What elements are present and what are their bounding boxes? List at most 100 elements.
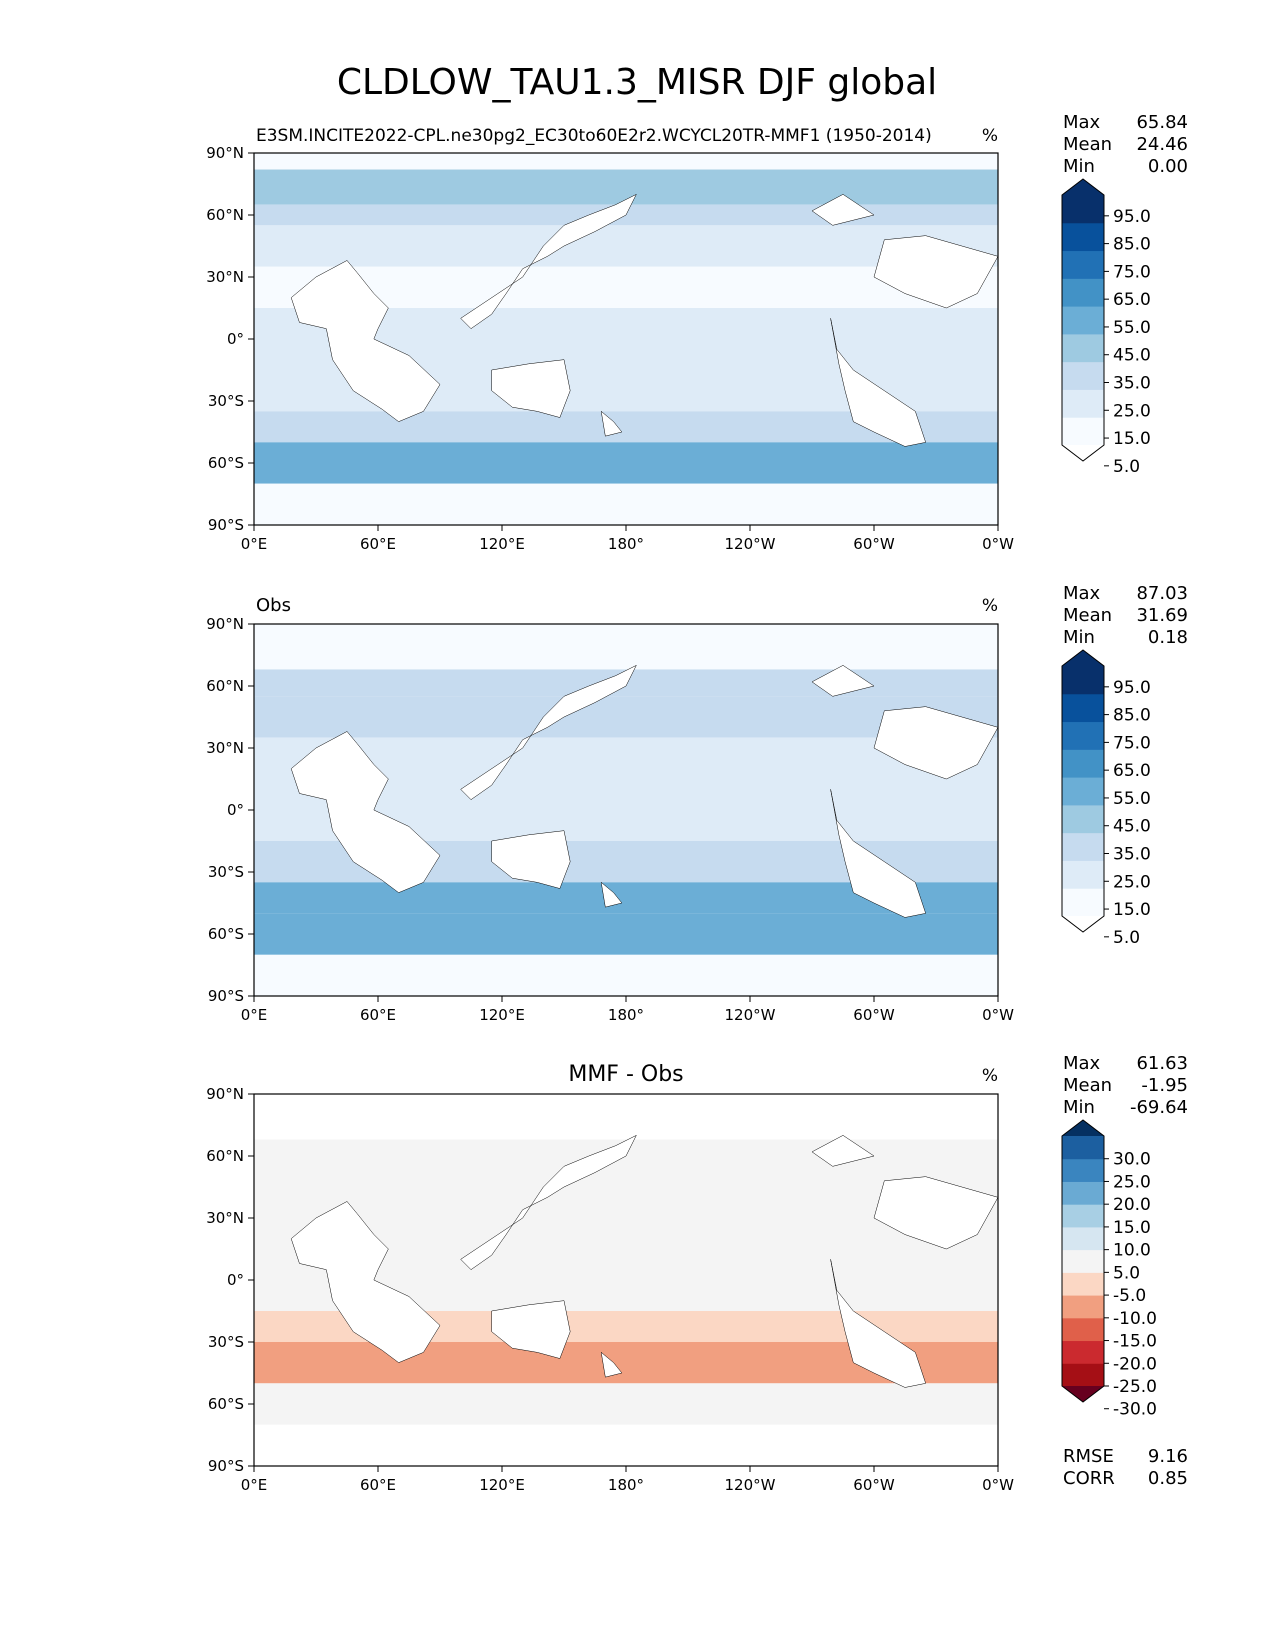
land-outline (291, 260, 440, 421)
x-tick-label: 0°E (241, 1006, 268, 1024)
y-ticks-difference: 90°N 60°N 30°N 0° 30°S 60°S 90°S (206, 1085, 254, 1475)
colorbar-segment (1062, 1181, 1104, 1205)
y-tick-label: 60°S (208, 454, 244, 472)
stat-value: 61.63 (1136, 1053, 1188, 1074)
colorbar-segment (1062, 1363, 1104, 1387)
x-tick-label: 180° (608, 1476, 644, 1494)
x-tick-label: 0°E (241, 535, 268, 553)
colorbar-segment (1062, 222, 1104, 252)
colorbar-tick-label: 25.0 (1113, 401, 1151, 421)
colorbar-tick-label: 25.0 (1113, 1172, 1151, 1192)
field-band (254, 1383, 998, 1425)
y-ticks-test: 90°N 60°N 30°N 0° 30°S 60°S 90°S (206, 144, 254, 534)
panel-units-label: % (982, 596, 998, 616)
colorbar-outline (1061, 649, 1105, 933)
land-outline (812, 1135, 874, 1166)
stat-label: Max (1063, 583, 1101, 604)
x-tick-label: 0°W (982, 535, 1014, 553)
colorbar-tick-label: -20.0 (1113, 1354, 1157, 1374)
y-tick-label: 60°S (208, 1395, 244, 1413)
colorbar-tick-label: 5.0 (1113, 457, 1140, 477)
land-outline (461, 194, 637, 328)
stats-difference: Max 61.63 Mean -1.95 Min -69.64 (1063, 1053, 1188, 1118)
colorbar-tick-label: -25.0 (1113, 1377, 1157, 1397)
stat-value: -1.95 (1141, 1075, 1188, 1096)
colorbar-tick-label: 85.0 (1113, 706, 1151, 726)
colorbar-segment (1062, 693, 1104, 723)
colorbar-segment (1062, 1226, 1104, 1251)
summary-value: 0.85 (1148, 1468, 1188, 1489)
y-tick-label: 30°N (206, 1209, 244, 1227)
colorbar-tick-label: 55.0 (1113, 318, 1151, 338)
colorbar-segment (1062, 860, 1104, 889)
x-tick-label: 0°W (982, 1006, 1014, 1024)
colorbar-tick-label: 45.0 (1113, 817, 1151, 837)
y-tick-label: 90°N (206, 615, 244, 633)
colorbar-tick-label: 75.0 (1113, 262, 1151, 282)
x-ticks-test: 0°E 60°E 120°E 180° 120°W 60°W 0°W (241, 525, 1014, 553)
y-tick-label: 30°S (208, 1333, 244, 1351)
land-outline (492, 831, 571, 889)
x-ticks-difference: 0°E 60°E 120°E 180° 120°W 60°W 0°W (241, 1466, 1014, 1494)
colorbar-tick-label: 35.0 (1113, 374, 1151, 394)
y-tick-label: 30°N (206, 739, 244, 757)
colorbar-tick-label: 25.0 (1113, 872, 1151, 892)
colorbar-over-arrow (1062, 1120, 1104, 1136)
y-tick-label: 90°N (206, 1085, 244, 1103)
x-tick-label: 0°W (982, 1476, 1014, 1494)
colorbar-tick-label: 30.0 (1113, 1150, 1151, 1170)
colorbar-tick-label: -5.0 (1113, 1286, 1146, 1306)
x-tick-label: 120°W (725, 1476, 776, 1494)
panel-units-label: % (982, 1066, 998, 1086)
colorbar-segment (1062, 721, 1104, 750)
summary-stats: RMSE 9.16 CORR 0.85 (1063, 1446, 1188, 1489)
colorbar-segment (1062, 1295, 1104, 1319)
land-outline (291, 731, 440, 892)
x-tick-label: 60°E (360, 1006, 396, 1024)
field-band (254, 225, 998, 267)
x-tick-label: 120°W (725, 535, 776, 553)
colorbar-tick-label: -30.0 (1113, 1400, 1157, 1420)
x-tick-label: 120°E (479, 1006, 525, 1024)
colorbar-segment (1062, 306, 1104, 335)
stat-label: Max (1063, 1053, 1101, 1074)
stat-label: Mean (1063, 1075, 1112, 1096)
y-tick-label: 90°S (208, 1457, 244, 1475)
colorbar-segment (1062, 666, 1104, 695)
land-outline (492, 1301, 571, 1359)
colorbar-segment (1062, 1317, 1104, 1342)
panel-test: E3SM.INCITE2022-CPL.ne30pg2_EC30to60E2r2… (206, 112, 1188, 553)
colorbar-tick-label: 5.0 (1113, 928, 1140, 948)
stat-value: -69.64 (1130, 1097, 1188, 1118)
stats-reference: Max 87.03 Mean 31.69 Min 0.18 (1063, 583, 1188, 648)
y-tick-label: 0° (227, 1271, 244, 1289)
y-tick-label: 60°S (208, 925, 244, 943)
stat-label: Max (1063, 112, 1101, 133)
panel-title: MMF - Obs (568, 1062, 683, 1087)
y-tick-label: 30°N (206, 268, 244, 286)
field-band (254, 913, 998, 955)
colorbar-segment (1062, 777, 1104, 806)
land-outline (812, 665, 874, 696)
stat-value: 87.03 (1136, 583, 1188, 604)
x-tick-label: 120°W (725, 1006, 776, 1024)
colorbar-tick-label: 85.0 (1113, 235, 1151, 255)
land-outline (492, 360, 571, 418)
land-outline (874, 707, 998, 779)
land-outline (601, 1352, 622, 1377)
land-outline (291, 1201, 440, 1362)
colorbar-reference: 95.0 85.0 75.0 65.0 55.0 45.0 35.0 25.0 15.0 5.0 (1061, 649, 1151, 948)
land-outline (812, 194, 874, 225)
x-tick-label: 60°W (853, 535, 895, 553)
stat-label: Min (1063, 627, 1095, 648)
x-tick-label: 180° (608, 1006, 644, 1024)
land-outline (601, 882, 622, 907)
colorbar-segment (1062, 1136, 1104, 1160)
land-outline (601, 411, 622, 436)
y-tick-label: 0° (227, 330, 244, 348)
field-band (254, 696, 998, 738)
colorbar-under-arrow (1062, 445, 1104, 461)
colorbar-segment (1062, 278, 1104, 307)
colorbar-segment (1062, 389, 1104, 418)
stat-label: Min (1063, 156, 1095, 177)
